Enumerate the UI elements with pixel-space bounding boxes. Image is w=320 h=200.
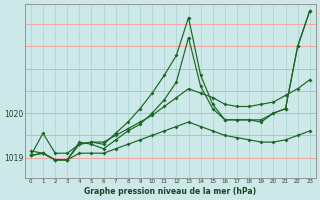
X-axis label: Graphe pression niveau de la mer (hPa): Graphe pression niveau de la mer (hPa)	[84, 187, 256, 196]
